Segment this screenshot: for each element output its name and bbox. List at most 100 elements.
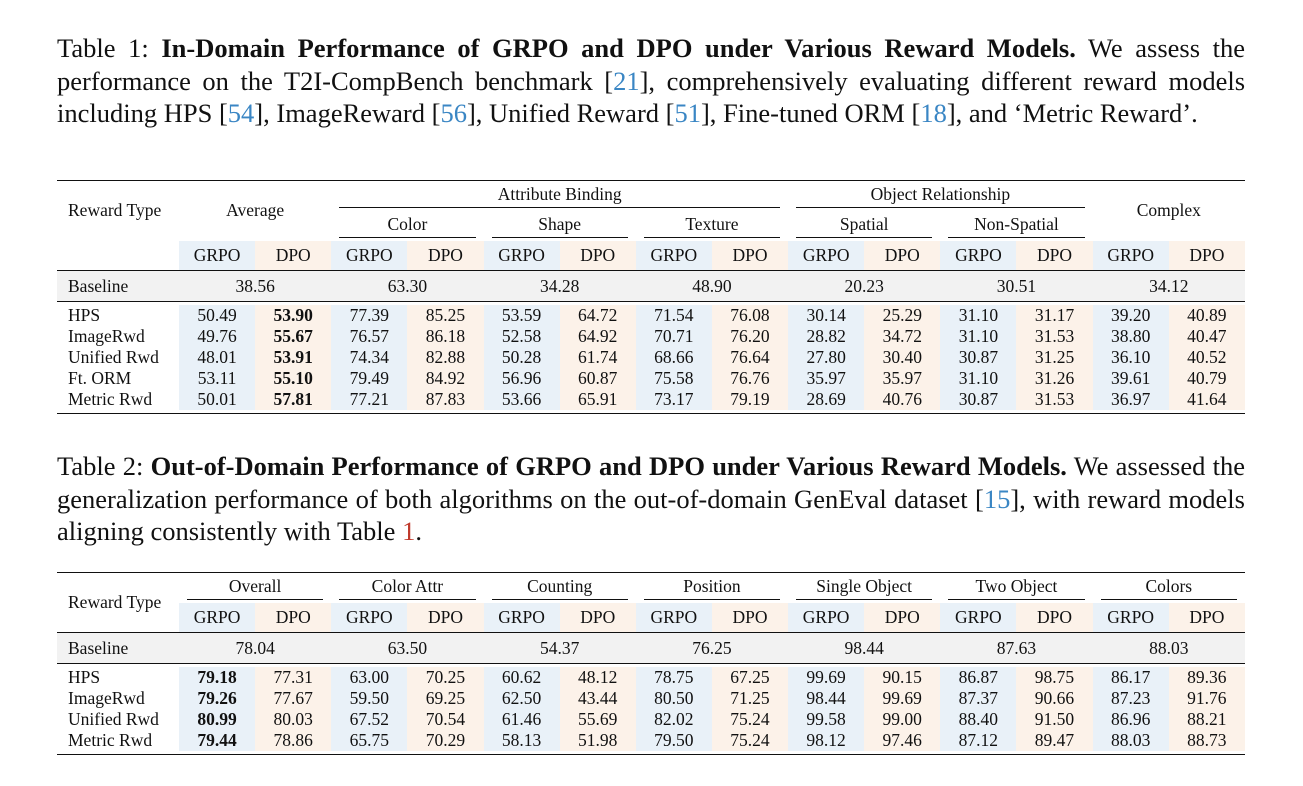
- header-colors: Colors: [1100, 576, 1237, 600]
- table-cell: 87.83: [407, 388, 484, 410]
- table-cell: 53.59: [483, 304, 560, 326]
- citation-link[interactable]: 51: [674, 98, 701, 128]
- grpo-header: GRPO: [788, 240, 865, 271]
- table1-caption-label: Table 1:: [57, 33, 149, 63]
- dpo-header: DPO: [1168, 240, 1245, 271]
- subheader-non-spatial: Non-Spatial: [948, 214, 1085, 238]
- citation-link[interactable]: 54: [227, 98, 255, 128]
- grpo-header: GRPO: [1092, 602, 1169, 633]
- table-row: HPS 50.49 53.90 77.39 85.25 53.59 64.72 71.54 76…: [57, 304, 1245, 326]
- table-cell: 77.21: [331, 388, 408, 410]
- table-cell: 99.69: [864, 687, 941, 709]
- header-single-object: Single Object: [796, 576, 933, 600]
- table-cell: 77.67: [255, 687, 332, 709]
- table-cell: 88.03: [1092, 729, 1169, 751]
- header-complex: Complex: [1136, 200, 1201, 221]
- baseline-cell: 88.03: [1092, 632, 1245, 664]
- dpo-header: DPO: [559, 602, 636, 633]
- baseline-cell: 34.28: [483, 270, 636, 302]
- table-cell: 40.47: [1168, 325, 1245, 347]
- table-cell: 30.87: [940, 388, 1017, 410]
- baseline-cell: 34.12: [1092, 270, 1245, 302]
- citation-link[interactable]: 56: [440, 98, 467, 128]
- table2-caption: Table 2: Out-of-Domain Performance of GR…: [57, 450, 1245, 548]
- table-cell: 77.39: [331, 304, 408, 326]
- citation-link[interactable]: 18: [920, 98, 947, 128]
- citation-link[interactable]: 21: [613, 65, 640, 96]
- header-position: Position: [643, 576, 781, 600]
- table-cell: 70.71: [635, 325, 712, 347]
- table-cell: 89.36: [1168, 666, 1245, 688]
- dpo-header: DPO: [864, 240, 941, 271]
- table-cell: 50.49: [179, 304, 256, 326]
- table-cell: 84.92: [407, 367, 484, 389]
- table-cell: 98.75: [1016, 666, 1093, 688]
- dpo-header: DPO: [1168, 602, 1245, 633]
- header-reward-type: Reward Type: [68, 200, 162, 221]
- table-cell: 65.75: [331, 729, 408, 751]
- subheader-shape: Shape: [491, 214, 628, 238]
- table-cell: 80.99: [179, 708, 256, 730]
- table-cell: 51.98: [559, 729, 636, 751]
- table-cell: 56.96: [483, 367, 560, 389]
- baseline-cell: 63.50: [331, 632, 484, 664]
- table-cell: 31.10: [940, 367, 1017, 389]
- table-cell: 40.76: [864, 388, 941, 410]
- table-cell: 59.50: [331, 687, 408, 709]
- table-cell: 75.24: [711, 708, 789, 730]
- caption-text: .: [415, 516, 422, 546]
- table-reference-link[interactable]: 1: [402, 516, 416, 546]
- grpo-header: GRPO: [1092, 240, 1169, 271]
- dpo-header: DPO: [255, 240, 332, 271]
- grpo-header: GRPO: [788, 602, 865, 633]
- grpo-header: GRPO: [331, 602, 408, 633]
- baseline-cell: 78.04: [179, 632, 332, 664]
- table-row: Ft. ORM 53.11 55.10 79.49 84.92 56.96 60.87 75.…: [57, 367, 1245, 389]
- row-label: Metric Rwd: [68, 729, 153, 750]
- table-cell: 79.19: [711, 388, 789, 410]
- table-cell: 50.01: [179, 388, 256, 410]
- table-cell: 27.80: [788, 346, 865, 368]
- header-color-attr: Color Attr: [339, 576, 476, 600]
- table-cell: 39.61: [1092, 367, 1169, 389]
- table-cell: 55.69: [559, 708, 636, 730]
- caption-text: We assessed the generalization performan…: [57, 451, 1246, 514]
- table-cell: 35.97: [864, 367, 941, 389]
- table1: Reward Type Average Attribute Binding Ob…: [57, 180, 1245, 414]
- table-cell: 65.91: [559, 388, 636, 410]
- table-cell: 80.50: [635, 687, 712, 709]
- table-cell: 60.87: [559, 367, 636, 389]
- caption-text: ], Unified Reward [: [466, 98, 675, 128]
- row-label: Ft. ORM: [68, 367, 132, 388]
- table-cell: 91.76: [1168, 687, 1245, 709]
- table-cell: 82.88: [407, 346, 484, 368]
- baseline-cell: 54.37: [483, 632, 636, 664]
- table-cell: 75.24: [711, 729, 789, 751]
- table-cell: 43.44: [559, 687, 636, 709]
- table-cell: 48.01: [179, 346, 256, 368]
- row-label: HPS: [68, 666, 101, 687]
- table-cell: 99.00: [864, 708, 941, 730]
- table-cell: 67.52: [331, 708, 408, 730]
- table-cell: 75.58: [635, 367, 712, 389]
- table-cell: 88.40: [940, 708, 1017, 730]
- grpo-header: GRPO: [940, 602, 1017, 633]
- table-cell: 61.46: [483, 708, 560, 730]
- citation-link[interactable]: 15: [983, 483, 1011, 514]
- table-cell: 86.87: [940, 666, 1017, 688]
- table-cell: 52.58: [483, 325, 560, 347]
- subheader-color: Color: [339, 214, 476, 238]
- table-cell: 76.76: [711, 367, 789, 389]
- table-cell: 55.67: [255, 325, 332, 347]
- table-cell: 89.47: [1016, 729, 1093, 751]
- grpo-header: GRPO: [483, 240, 560, 271]
- baseline-cell: 30.51: [940, 270, 1093, 302]
- baseline-cell: 20.23: [788, 270, 941, 302]
- table-cell: 40.89: [1168, 304, 1245, 326]
- grpo-header: GRPO: [179, 240, 256, 271]
- table-cell: 40.79: [1168, 367, 1245, 389]
- dpo-header: DPO: [864, 602, 941, 633]
- header-reward-type: Reward Type: [68, 592, 162, 612]
- table-cell: 25.29: [864, 304, 941, 326]
- baseline-cell: 98.44: [788, 632, 941, 664]
